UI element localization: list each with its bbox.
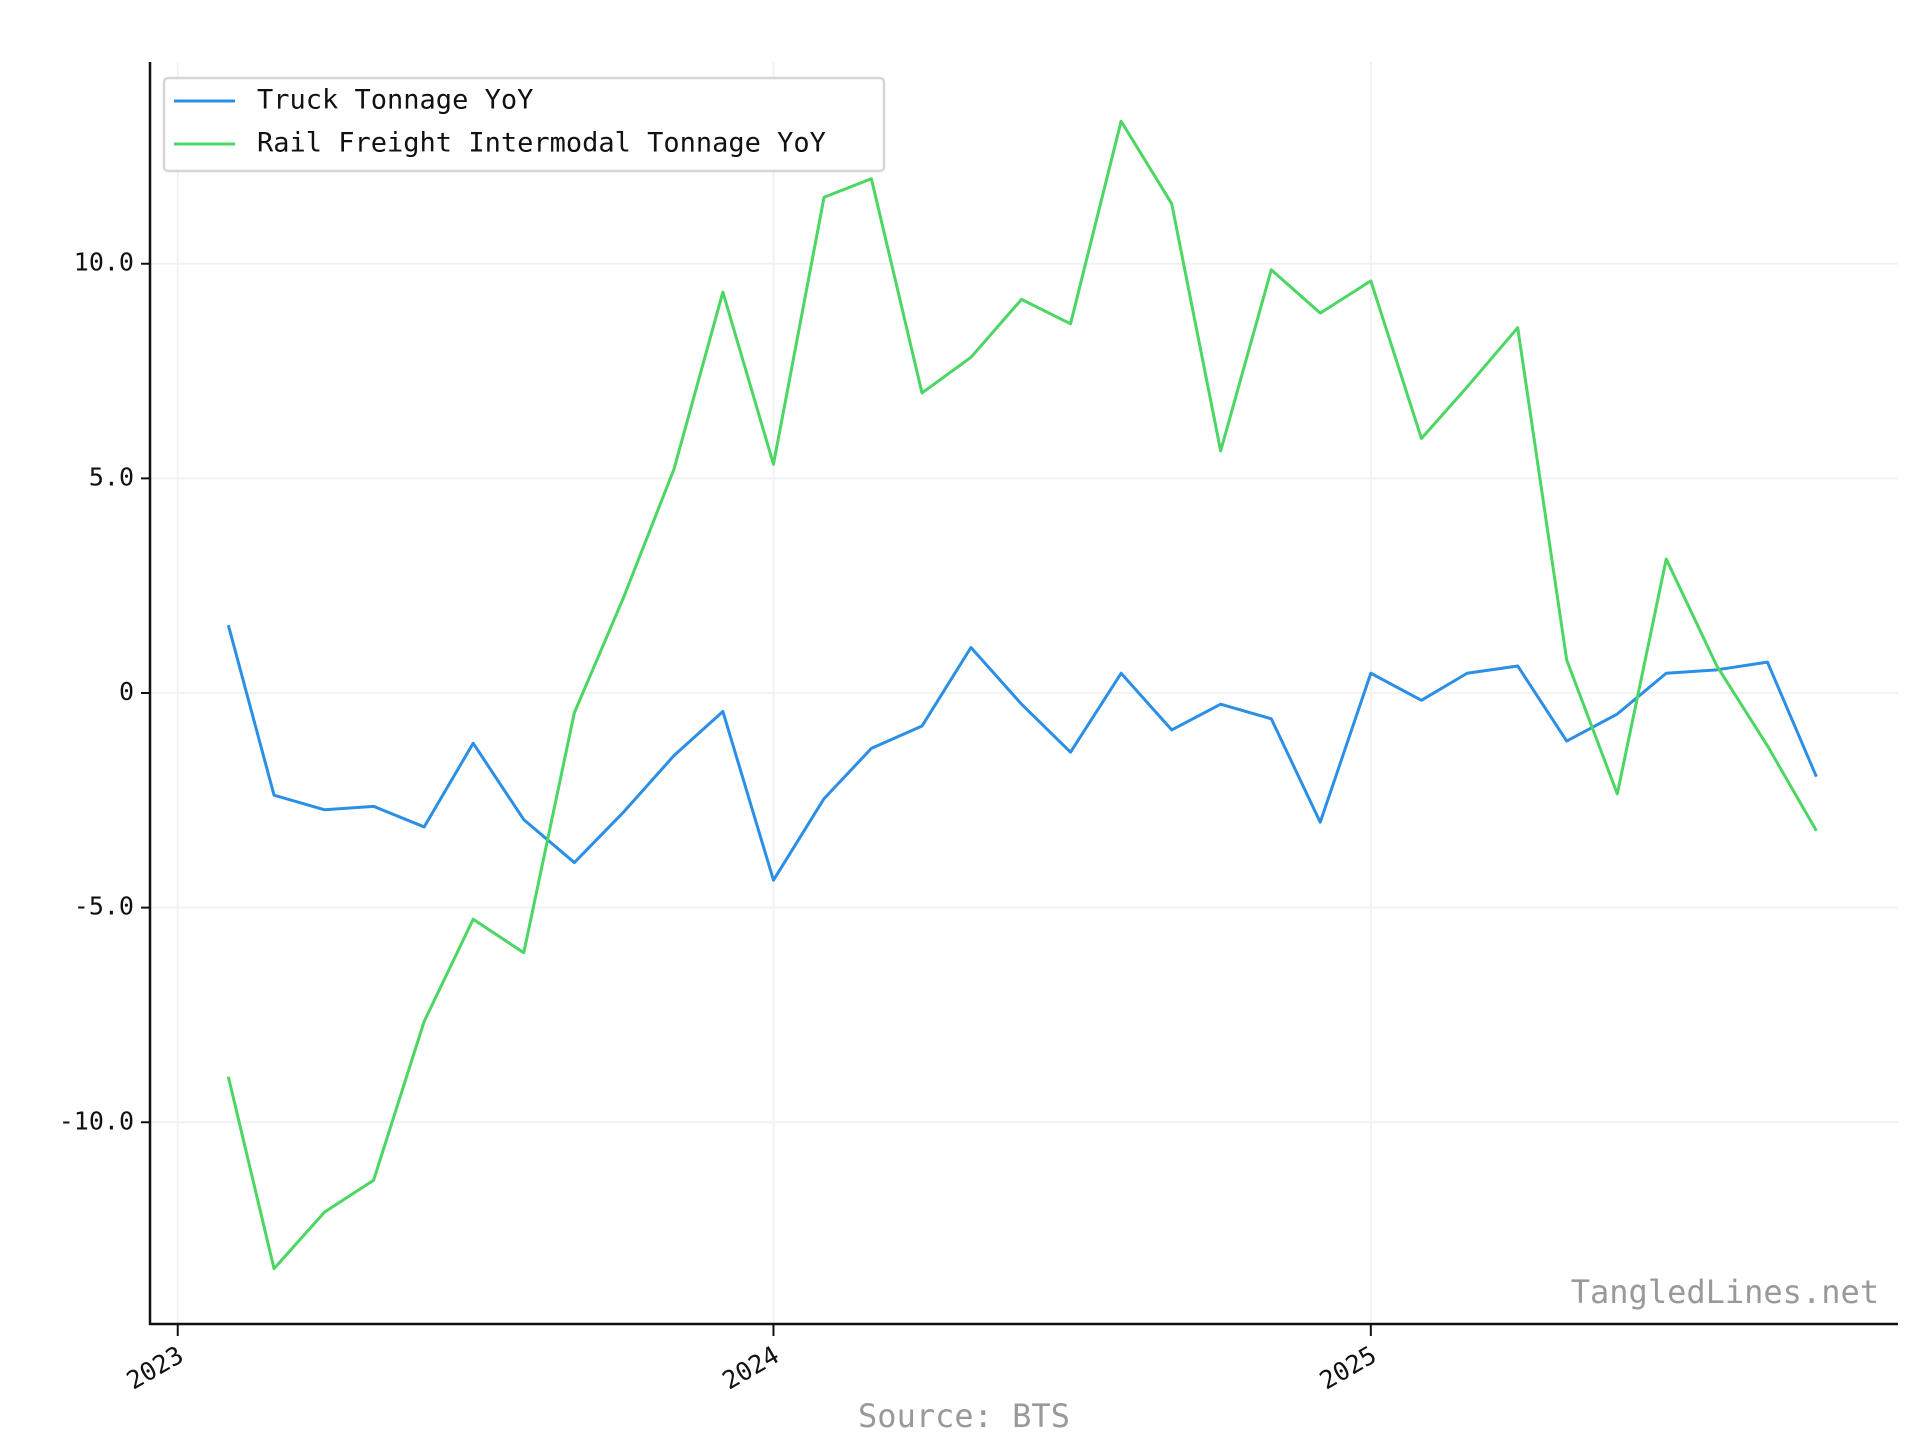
x-tick-label: 2024: [717, 1340, 784, 1395]
legend-box: [162, 76, 886, 173]
y-tick-label: 0: [119, 677, 134, 706]
line-series: [226, 119, 1818, 1271]
line-series: [226, 624, 1818, 882]
source-note: Source: BTS: [858, 1397, 1070, 1435]
legend-label: Truck Tonnage YoY: [257, 85, 533, 116]
legend-label: Rail Freight Intermodal Tonnage YoY: [257, 128, 826, 159]
y-tick-label: -10.0: [59, 1106, 134, 1135]
watermark: TangledLines.net: [1571, 1273, 1879, 1311]
y-tick-label: 5.0: [89, 462, 134, 491]
y-tick-label: -5.0: [74, 892, 134, 921]
x-tick-label: 2025: [1315, 1340, 1382, 1395]
y-tick-label: 10.0: [74, 248, 134, 277]
legend: Truck Tonnage YoY Rail Freight Intermodal…: [162, 76, 886, 173]
x-tick-label: 2023: [122, 1340, 189, 1395]
